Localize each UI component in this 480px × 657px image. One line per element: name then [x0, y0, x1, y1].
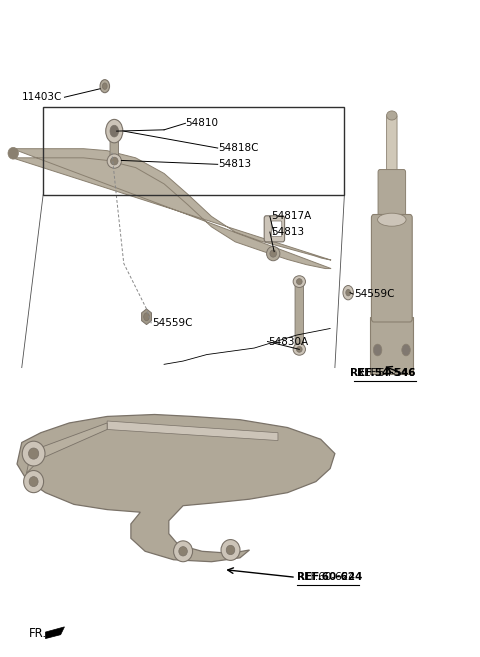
Ellipse shape — [266, 246, 280, 261]
Circle shape — [343, 286, 353, 300]
Polygon shape — [46, 627, 64, 639]
Ellipse shape — [270, 250, 276, 257]
Text: 11403C: 11403C — [22, 92, 62, 102]
FancyBboxPatch shape — [264, 215, 285, 242]
FancyBboxPatch shape — [372, 214, 412, 322]
Polygon shape — [107, 421, 278, 441]
FancyBboxPatch shape — [295, 282, 303, 350]
Ellipse shape — [297, 279, 302, 284]
Text: 54810: 54810 — [185, 118, 218, 128]
Ellipse shape — [226, 545, 235, 555]
Circle shape — [373, 344, 382, 356]
Ellipse shape — [24, 470, 44, 493]
Ellipse shape — [29, 476, 38, 487]
Circle shape — [144, 313, 149, 321]
Circle shape — [100, 79, 109, 93]
FancyBboxPatch shape — [271, 221, 282, 237]
Ellipse shape — [293, 344, 305, 355]
Ellipse shape — [293, 276, 305, 288]
Text: FR.: FR. — [29, 627, 47, 640]
FancyBboxPatch shape — [386, 116, 397, 173]
Ellipse shape — [386, 111, 397, 120]
Ellipse shape — [28, 448, 39, 459]
Ellipse shape — [22, 442, 45, 466]
Ellipse shape — [107, 154, 121, 168]
Text: 54830A: 54830A — [268, 336, 309, 346]
Text: 54813: 54813 — [219, 160, 252, 170]
Ellipse shape — [8, 147, 18, 159]
Polygon shape — [26, 423, 107, 473]
Ellipse shape — [174, 541, 192, 562]
Text: REF.54-546: REF.54-546 — [358, 368, 416, 378]
Polygon shape — [371, 317, 413, 374]
Polygon shape — [12, 148, 331, 269]
Circle shape — [102, 83, 107, 89]
Text: 54818C: 54818C — [219, 143, 259, 153]
FancyBboxPatch shape — [110, 131, 119, 157]
Text: REF.60-624: REF.60-624 — [297, 572, 362, 582]
Ellipse shape — [110, 157, 118, 165]
Ellipse shape — [378, 213, 406, 226]
Circle shape — [106, 120, 123, 143]
Circle shape — [402, 344, 410, 356]
Text: 54813: 54813 — [271, 227, 304, 237]
Circle shape — [346, 290, 350, 296]
Ellipse shape — [297, 346, 302, 352]
Circle shape — [110, 125, 119, 137]
Text: 54559C: 54559C — [152, 318, 193, 328]
Text: 54559C: 54559C — [354, 289, 395, 299]
Ellipse shape — [179, 547, 187, 556]
Ellipse shape — [221, 539, 240, 560]
Polygon shape — [17, 415, 335, 562]
Bar — [43, 107, 344, 195]
Text: REF.60-624: REF.60-624 — [297, 572, 355, 582]
FancyBboxPatch shape — [378, 170, 406, 223]
Text: 54817A: 54817A — [271, 212, 311, 221]
Text: REF.54-546: REF.54-546 — [350, 368, 416, 378]
